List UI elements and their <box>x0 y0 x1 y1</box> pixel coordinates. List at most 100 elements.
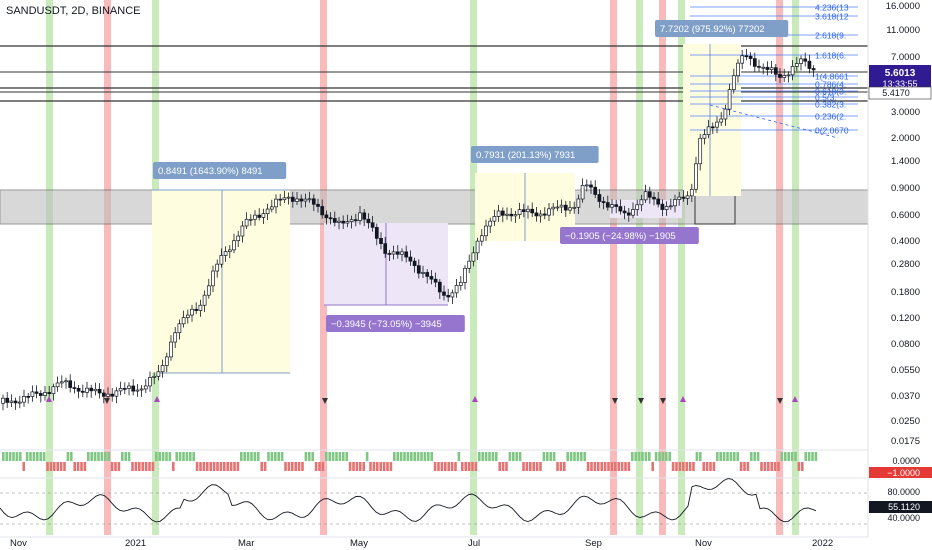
indicator-bar <box>168 452 172 461</box>
candle-body <box>559 204 564 208</box>
candle-body <box>370 222 375 228</box>
indicator-bar <box>542 452 546 461</box>
candle-body <box>706 126 711 135</box>
candle-body <box>269 206 274 210</box>
indicator-bar <box>127 452 131 461</box>
candle-body <box>660 203 665 210</box>
candle-body <box>38 393 43 396</box>
indicator-bar <box>505 462 508 471</box>
candle-body <box>43 392 47 396</box>
candle-body <box>799 58 803 64</box>
indicator-bar <box>345 452 348 461</box>
indicator-bar <box>702 462 705 471</box>
indicator-bar <box>498 462 501 471</box>
indicator-bar <box>90 452 93 461</box>
candle-body <box>584 184 589 187</box>
candle-body <box>597 194 602 202</box>
indicator-bar <box>287 462 291 471</box>
indicator-bar <box>5 452 8 461</box>
indicator-bar <box>746 462 750 471</box>
indicator-bar <box>32 452 36 461</box>
indicator-bar <box>495 452 498 461</box>
indicator-bar <box>733 452 736 461</box>
rsi-value-badge <box>869 501 932 513</box>
indicator-bar <box>529 462 532 471</box>
candle-body <box>752 58 757 67</box>
candle-body <box>64 380 68 383</box>
candle-body <box>794 63 799 67</box>
candle-body <box>450 292 455 298</box>
indicator-bar <box>46 462 49 471</box>
candle-body <box>101 392 106 397</box>
candle-body <box>635 204 640 210</box>
current-price: 5.6013 <box>885 68 916 79</box>
candle-body <box>765 66 770 70</box>
sell-marker <box>777 398 783 404</box>
indicator-bar <box>328 452 331 461</box>
indicator-bar <box>25 452 29 461</box>
candle-body <box>59 381 64 384</box>
candle-body <box>446 294 451 298</box>
indicator-bar <box>797 462 801 471</box>
price-tick: 0.0550 <box>891 365 920 376</box>
candle-body <box>471 252 476 262</box>
candle-body <box>324 214 329 219</box>
fib-trend <box>709 104 839 139</box>
measure-label: −0.1905 (−24.98%) −1905 <box>565 231 676 242</box>
indicator-bar <box>63 462 66 471</box>
indicator-bar <box>478 452 481 461</box>
indicator-bar <box>277 452 280 461</box>
candle-body <box>22 396 26 403</box>
candle-body <box>278 198 283 201</box>
indicator-bar <box>216 462 219 471</box>
indicator-bar <box>376 462 379 471</box>
candle-body <box>110 393 115 397</box>
candle-body <box>341 220 346 224</box>
candle-body <box>383 243 388 254</box>
candle-body <box>114 390 119 397</box>
indicator-bar <box>801 462 804 471</box>
candle-body <box>647 191 652 198</box>
candle-body <box>681 196 686 199</box>
indicator-bar <box>770 462 773 471</box>
fib-label: 1.618(6. <box>815 51 846 61</box>
indicator-bar <box>233 462 236 471</box>
candle-body <box>299 198 304 202</box>
candle-body <box>605 202 610 208</box>
candle-body <box>282 197 287 201</box>
indicator-bar <box>175 452 178 461</box>
indicator-bar <box>393 452 396 461</box>
indicator-bar <box>348 462 352 471</box>
candle-body <box>5 397 10 403</box>
indicator-bar <box>641 452 644 461</box>
indicator-bar <box>280 452 284 461</box>
price-tick: 0.6000 <box>891 210 920 221</box>
candle-body <box>232 240 236 251</box>
indicator-bar <box>648 452 651 461</box>
candle-body <box>652 196 656 200</box>
candle-body <box>761 66 766 69</box>
indicator-bar <box>433 462 437 471</box>
fib-label: 2.618(9. <box>815 31 846 41</box>
indicator-bar <box>87 452 90 461</box>
price-tick: 0.0250 <box>891 416 920 427</box>
indicator-bar <box>651 462 654 471</box>
price-tick: 0.9000 <box>891 183 920 194</box>
indicator-bar <box>457 452 461 461</box>
price-tick: 0.4000 <box>891 236 920 247</box>
indicator-bar <box>53 462 56 471</box>
indicator-bar <box>600 462 603 471</box>
indicator-bar <box>440 462 444 471</box>
measure-label-bg <box>153 162 287 179</box>
indicator-bar <box>396 452 399 461</box>
time-tick: Sep <box>585 538 602 549</box>
candle-body <box>677 196 682 200</box>
candle-body <box>395 251 400 255</box>
indicator-bar <box>767 462 770 471</box>
indicator-bar <box>342 452 345 461</box>
candle-body <box>34 391 39 394</box>
indicator-bar <box>359 462 362 471</box>
measure-label-bg <box>471 146 599 163</box>
candle-body <box>521 209 526 212</box>
